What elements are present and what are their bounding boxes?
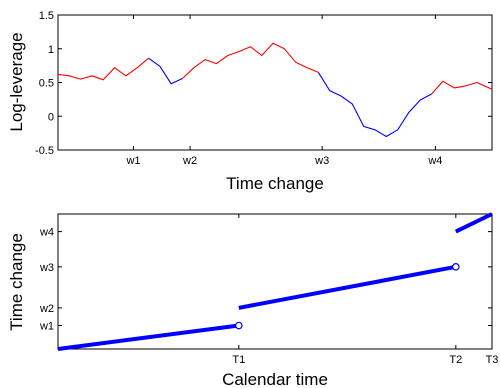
series-line-1: [148, 57, 183, 85]
y-tick-label: w4: [39, 227, 54, 239]
top-x-axis-label: Time change: [226, 174, 324, 193]
y-tick-label: 0: [48, 111, 54, 123]
top-plot-area: [57, 14, 493, 151]
y-tick-label: 1: [48, 44, 54, 56]
series-line-3: [317, 72, 432, 138]
series-line-0: [57, 323, 240, 351]
bottom-open-markers: [235, 263, 460, 330]
bottom-series-lines: [57, 212, 493, 351]
x-tick-label: w4: [427, 155, 442, 167]
time-change-chart: w1 w2 w3 w4 T1 T2 T3 Calendar time Time chang…: [7, 212, 498, 388]
y-tick-label: w3: [39, 262, 54, 274]
series-line-4: [431, 80, 493, 95]
bottom-y-ticks: w1 w2 w3 w4: [39, 227, 492, 333]
x-tick-label: w3: [314, 155, 329, 167]
series-line-0: [57, 57, 149, 81]
series-line-1: [238, 264, 457, 310]
series-line-2: [454, 212, 493, 234]
log-leverage-chart: -0.5 0 0.5 1 1.5 w1 w2 w3 w4 Time change Log-le…: [7, 10, 493, 193]
x-tick-label: T3: [486, 354, 499, 366]
y-tick-label: w2: [39, 303, 54, 315]
y-tick-label: 1.5: [39, 10, 54, 22]
x-tick-label: T1: [232, 354, 245, 366]
x-tick-label: w2: [182, 155, 197, 167]
y-tick-label: -0.5: [35, 145, 54, 157]
top-y-axis-label: Log-leverage: [7, 32, 26, 131]
y-tick-label: 0.5: [39, 78, 54, 90]
series-line-2: [182, 42, 319, 79]
top-y-ticks: -0.5 0 0.5 1 1.5: [35, 10, 492, 157]
x-tick-label: w1: [125, 155, 140, 167]
top-x-ticks: w1 w2 w3 w4: [125, 15, 442, 167]
bottom-y-axis-label: Time change: [7, 233, 26, 331]
bottom-x-axis-label: Calendar time: [222, 370, 328, 388]
open-marker-1: [452, 263, 460, 271]
x-tick-label: T2: [449, 354, 462, 366]
top-series-lines: [57, 42, 493, 138]
bottom-x-ticks: T1 T2 T3: [232, 214, 498, 366]
open-marker-0: [235, 321, 243, 330]
y-tick-label: w1: [39, 321, 54, 333]
bottom-plot-area: [57, 213, 493, 350]
